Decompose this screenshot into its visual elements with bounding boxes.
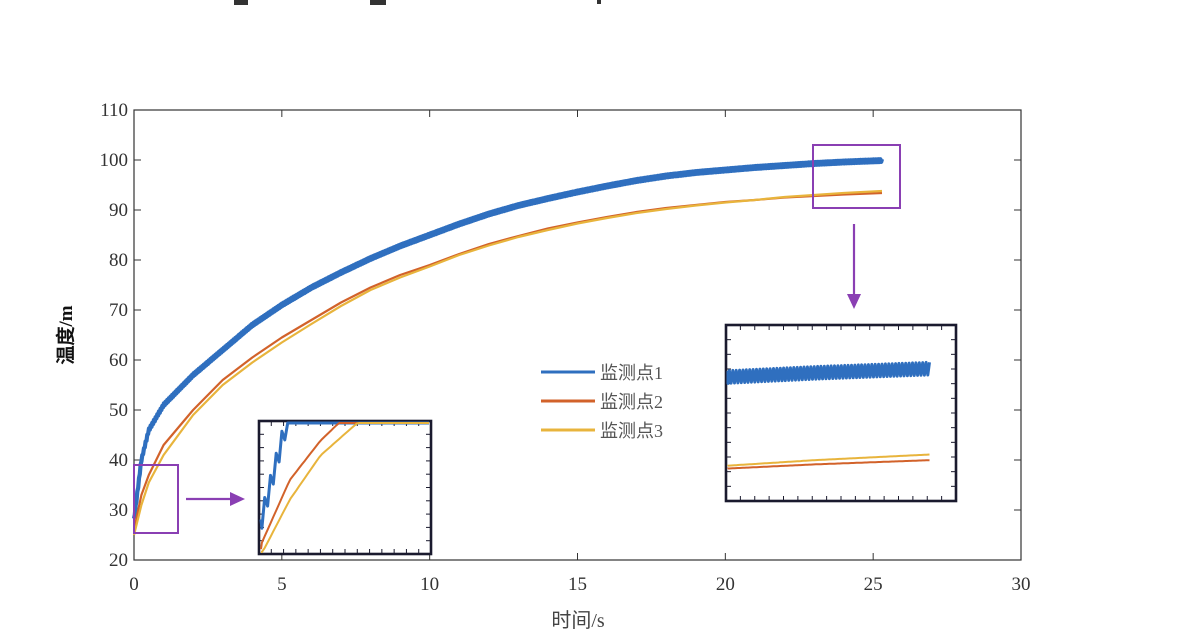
inset-series-line-2 xyxy=(727,459,930,470)
legend-label: 监测点1 xyxy=(600,363,663,383)
x-axis-title: 时间/s xyxy=(551,609,605,632)
inset-zoom-start xyxy=(257,419,433,556)
legend-label: 监测点2 xyxy=(600,392,663,412)
x-tick-label: 0 xyxy=(129,574,139,595)
inset-series-line-3 xyxy=(260,422,430,553)
inset-series-line-3 xyxy=(727,453,930,467)
x-tick-labels: 0 5 10 15 20 25 30 xyxy=(129,574,1030,595)
y-tick-label: 30 xyxy=(109,500,128,521)
inset-series-line-1 xyxy=(726,360,931,385)
x-tick-label: 5 xyxy=(277,574,287,595)
x-tick-label: 20 xyxy=(716,574,735,595)
inset-zoom-end xyxy=(724,323,958,503)
y-tick-label: 40 xyxy=(109,450,128,471)
x-tick-label: 15 xyxy=(568,574,587,595)
y-tick-label: 110 xyxy=(100,100,128,121)
y-tick-label: 20 xyxy=(109,550,128,571)
zoom-box-start xyxy=(133,464,179,534)
series-line-3 xyxy=(132,189,883,536)
series-line-1 xyxy=(131,157,885,520)
y-tick-label: 80 xyxy=(109,250,128,271)
y-tick-label: 100 xyxy=(100,150,129,171)
y-tick-label: 90 xyxy=(109,200,128,221)
axis-ticks xyxy=(133,109,1022,561)
y-tick-label: 50 xyxy=(109,400,128,421)
x-tick-label: 10 xyxy=(420,574,439,595)
arrow-down-icon xyxy=(847,224,861,309)
arrow-right-icon xyxy=(186,492,245,506)
y-tick-label: 70 xyxy=(109,300,128,321)
zoom-box-end xyxy=(812,144,901,209)
y-axis-title: 温度/m xyxy=(54,305,77,364)
legend-label: 监测点3 xyxy=(600,421,663,441)
x-tick-label: 25 xyxy=(864,574,883,595)
legend: 监测点1 监测点2 监测点3 xyxy=(541,363,663,441)
y-tick-label: 60 xyxy=(109,350,128,371)
cropped-top-fragments xyxy=(234,0,601,5)
main-series-lines xyxy=(131,157,885,536)
y-tick-labels: 20 30 40 50 60 70 80 90 100 110 xyxy=(100,100,129,571)
x-tick-label: 30 xyxy=(1012,574,1031,595)
